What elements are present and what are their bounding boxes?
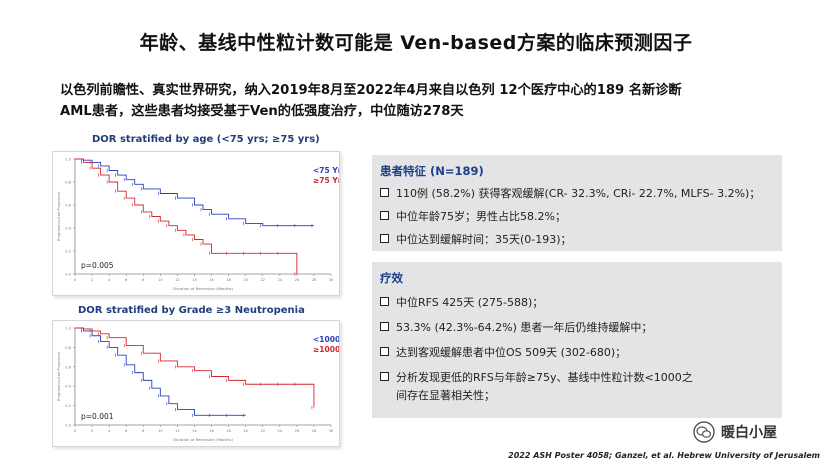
efficacy-panel: 疗效 中位RFS 425天 (275-588)； 53.3% (42.3%-64… (372, 262, 782, 418)
x-tick-label: 30 (329, 278, 334, 282)
x-tick-label: 18 (226, 429, 231, 433)
x-tick-label: 22 (260, 429, 265, 433)
y-tick-label: 0.6 (65, 365, 71, 369)
intro-text: 以色列前瞻性、真实世界研究，纳入2019年8月至2022年4月来自以色列 12个… (60, 80, 800, 122)
km-chart-age-svg: 1.00.80.60.40.20.00 2 4 6 8 10 12 14 16 18 20 22 24 2… (57, 158, 339, 292)
p-value-label: p=0.005 (81, 261, 114, 270)
panel-heading-efficacy: 疗效 (380, 271, 403, 285)
y-tick-label: 0.4 (65, 385, 71, 389)
x-tick-label: 10 (158, 429, 163, 433)
intro-line-1: 以色列前瞻性、真实世界研究，纳入2019年8月至2022年4月来自以色列 12个… (60, 83, 682, 98)
y-tick-label: 1.0 (65, 327, 71, 331)
x-tick-label: 26 (295, 278, 300, 282)
y-tick-label: 0.6 (65, 204, 71, 208)
checkbox-bullet-icon (380, 211, 389, 220)
x-tick-label: 24 (278, 429, 283, 433)
list-item: 中位年龄75岁；男性占比58.2%； (378, 208, 774, 224)
legend-entry: <1000 (313, 335, 339, 344)
x-tick-label: 0 (74, 278, 77, 282)
wechat-icon (693, 421, 715, 443)
y-tick-label: 0.2 (65, 404, 71, 408)
checkbox-bullet-icon (380, 297, 389, 306)
chart-title-neutropenia: DOR stratified by Grade ≥3 Neutropenia (78, 305, 305, 316)
efficacy-list: 中位RFS 425天 (275-588)； 53.3% (42.3%-64.2%… (378, 294, 774, 405)
x-axis-label: Duration of Remission (Months) (173, 286, 233, 291)
x-tick-label: 10 (158, 278, 163, 282)
km-chart-neutropenia-svg: 1.00.80.60.40.20.00 2 4 6 8 10 12 14 16 18 20 22 24 2… (57, 327, 339, 443)
x-tick-label: 28 (312, 429, 317, 433)
checkbox-bullet-icon (380, 372, 389, 381)
patient-characteristics-list: 110例 (58.2%) 获得客观缓解(CR- 32.3%, CRi- 22.7… (378, 185, 774, 247)
km-curve-series-0 (75, 158, 314, 227)
y-tick-label: 0.0 (65, 424, 71, 428)
x-tick-label: 24 (278, 278, 283, 282)
list-item: 达到客观缓解患者中位OS 509天 (302-680)； (378, 344, 774, 360)
km-curve-series-0 (75, 327, 246, 416)
x-tick-label: 12 (175, 278, 180, 282)
x-tick-label: 2 (91, 429, 93, 433)
km-curve-series-1 (75, 158, 298, 274)
x-tick-label: 16 (209, 429, 214, 433)
watermark-text: 暖白小屋 (721, 425, 777, 441)
footnote: 2022 ASH Poster 4058; Ganzel, et al. Heb… (508, 451, 820, 460)
intro-line-2: AML患者，这些患者均接受基于Ven的低强度治疗，中位随访278天 (60, 104, 464, 119)
x-tick-label: 14 (192, 429, 197, 433)
y-axis-label: Progression-free Proportion (57, 192, 61, 241)
km-chart-age: 1.0 0.8 0.6 0.4 0.2 0.0 0 2 4 6 8 10 12 14 16 18 20 22 24 2… (52, 151, 340, 296)
y-tick-label: 0.8 (65, 181, 71, 185)
x-tick-label: 8 (142, 429, 145, 433)
x-axis-label: Duration of Remission (Months) (173, 437, 233, 442)
x-tick-label: 28 (312, 278, 317, 282)
list-item: 分析发现更低的RFS与年龄≥75y、基线中性粒计数<1000之间存在显著相关性； (378, 369, 696, 405)
list-item: 53.3% (42.3%-64.2%) 患者一年后仍维持缓解中； (378, 319, 774, 335)
y-tick-label: 0.2 (65, 250, 71, 254)
km-curve-series-1 (75, 327, 315, 408)
km-chart-neutropenia: 1.0 0.8 0.6 0.4 0.2 0.0 0 2 4 6 8 10 12 14 16 18 20 22 24 2… (52, 320, 340, 447)
patient-characteristics-panel: 患者特征 (N=189) 110例 (58.2%) 获得客观缓解(CR- 32.… (372, 155, 782, 251)
x-tick-label: 0 (74, 429, 77, 433)
checkbox-bullet-icon (380, 234, 389, 243)
x-tick-label: 4 (108, 429, 111, 433)
chart-title-age: DOR stratified by age (<75 yrs; ≥75 yrs) (92, 134, 320, 145)
checkbox-bullet-icon (380, 322, 389, 331)
x-tick-label: 14 (192, 278, 197, 282)
panel-heading-patients: 患者特征 (N=189) (380, 164, 484, 178)
list-item: 中位RFS 425天 (275-588)； (378, 294, 774, 310)
x-tick-label: 6 (125, 429, 128, 433)
watermark: 暖白小屋 (693, 419, 777, 445)
x-tick-label: 22 (260, 278, 265, 282)
y-tick-label: 0.4 (65, 227, 71, 231)
x-tick-label: 20 (243, 278, 248, 282)
x-tick-label: 18 (226, 278, 231, 282)
legend-entry: <75 Yrs (313, 166, 339, 175)
x-tick-label: 12 (175, 429, 180, 433)
x-tick-label: 26 (295, 429, 300, 433)
legend-entry: ≥1000 (313, 345, 339, 354)
checkbox-bullet-icon (380, 347, 389, 356)
x-tick-label: 4 (108, 278, 111, 282)
x-tick-label: 8 (142, 278, 145, 282)
list-item: 110例 (58.2%) 获得客观缓解(CR- 32.3%, CRi- 22.7… (378, 185, 774, 201)
slide-title: 年龄、基线中性粒计数可能是 Ven-based方案的临床预测因子 (139, 32, 693, 54)
legend-entry: ≥75 Yrs (313, 176, 339, 185)
x-tick-label: 2 (91, 278, 93, 282)
y-axis-label: Progression-free Proportion (57, 352, 61, 401)
p-value-label: p=0.001 (81, 412, 114, 421)
x-tick-label: 20 (243, 429, 248, 433)
checkbox-bullet-icon (380, 188, 389, 197)
y-tick-label: 0.8 (65, 346, 71, 350)
x-tick-label: 16 (209, 278, 214, 282)
list-item: 中位达到缓解时间：35天(0-193)； (378, 231, 774, 247)
y-tick-label: 1.0 (65, 158, 71, 162)
y-tick-label: 0.0 (65, 273, 71, 277)
x-tick-label: 6 (125, 278, 128, 282)
x-tick-label: 30 (329, 429, 334, 433)
